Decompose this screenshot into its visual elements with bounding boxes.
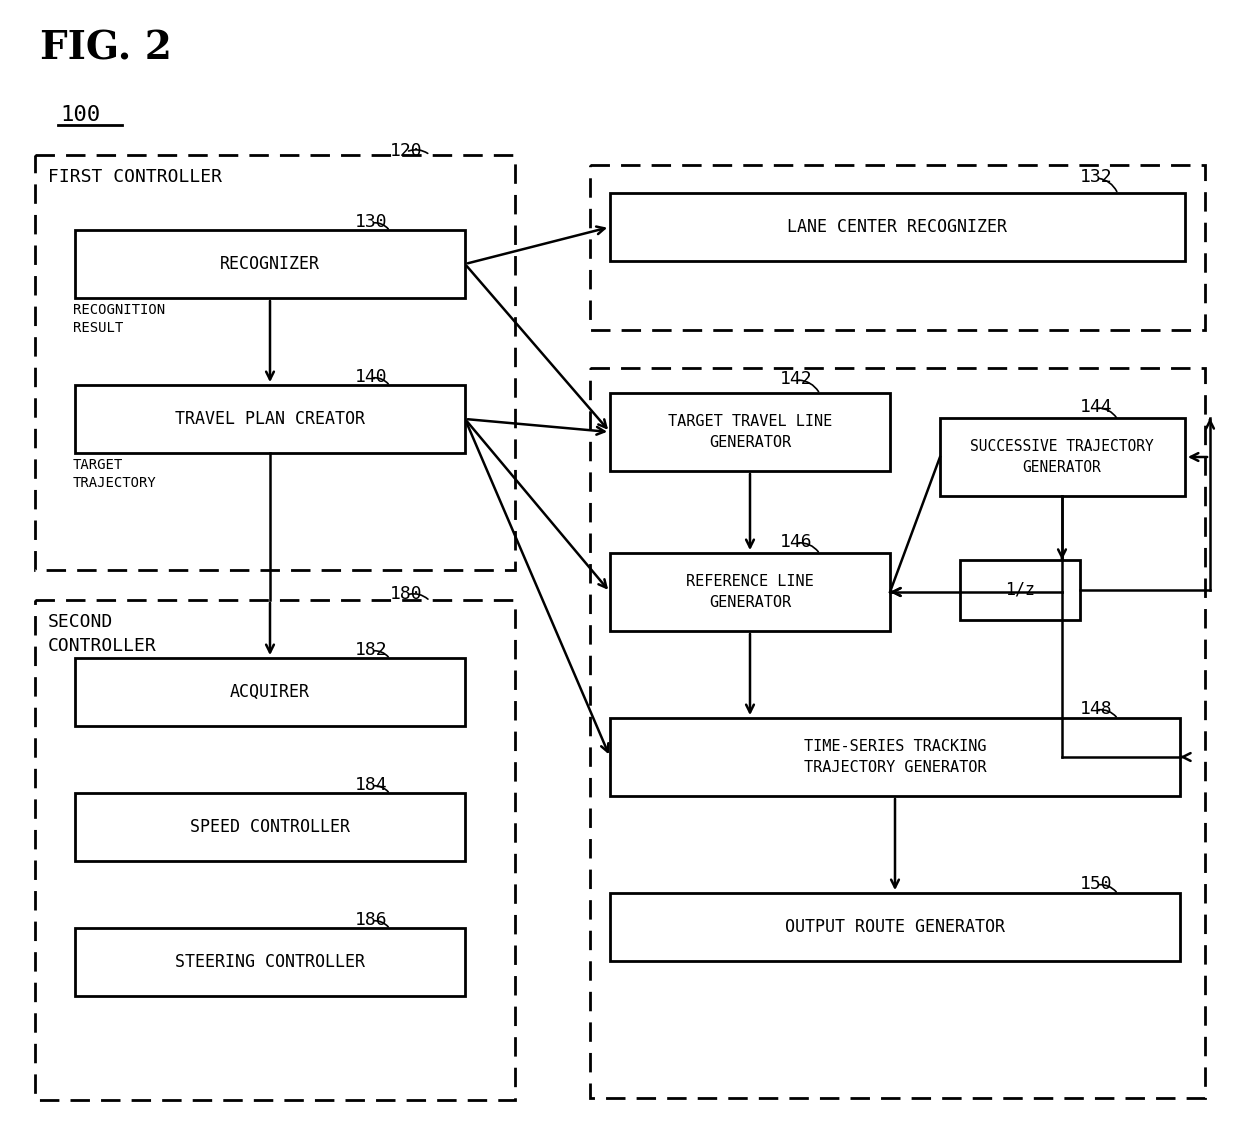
Bar: [940, 418, 1185, 496]
Text: STEERING CONTROLLER: STEERING CONTROLLER: [175, 953, 365, 971]
Text: 148: 148: [1080, 700, 1112, 718]
Text: 100: 100: [60, 105, 100, 125]
Bar: [35, 155, 515, 570]
Bar: [74, 658, 465, 726]
Text: SPEED CONTROLLER: SPEED CONTROLLER: [190, 819, 350, 836]
Text: FIRST CONTROLLER: FIRST CONTROLLER: [48, 168, 222, 186]
Text: ACQUIRER: ACQUIRER: [229, 683, 310, 701]
Text: 146: 146: [780, 534, 812, 551]
Bar: [74, 928, 465, 996]
Text: 182: 182: [355, 641, 388, 659]
Text: 186: 186: [355, 911, 388, 929]
Text: 142: 142: [780, 370, 812, 388]
Text: 132: 132: [1080, 168, 1112, 186]
Text: TRAVEL PLAN CREATOR: TRAVEL PLAN CREATOR: [175, 410, 365, 428]
Text: TIME-SERIES TRACKING
TRAJECTORY GENERATOR: TIME-SERIES TRACKING TRAJECTORY GENERATO…: [804, 739, 986, 775]
Bar: [590, 368, 1205, 1098]
Text: 150: 150: [1080, 876, 1112, 893]
Bar: [610, 553, 890, 632]
Bar: [74, 230, 465, 298]
Text: 180: 180: [391, 585, 423, 603]
Text: 1/z: 1/z: [1004, 581, 1035, 598]
Text: 144: 144: [1080, 398, 1112, 416]
Bar: [590, 165, 1205, 329]
Bar: [74, 793, 465, 861]
Bar: [35, 600, 515, 1100]
Bar: [610, 193, 1185, 261]
Text: FIG. 2: FIG. 2: [40, 30, 172, 68]
Text: RECOGNITION
RESULT: RECOGNITION RESULT: [73, 303, 165, 335]
Text: LANE CENTER RECOGNIZER: LANE CENTER RECOGNIZER: [787, 218, 1007, 236]
Text: OUTPUT ROUTE GENERATOR: OUTPUT ROUTE GENERATOR: [785, 918, 1004, 936]
Text: TARGET
TRAJECTORY: TARGET TRAJECTORY: [73, 458, 156, 490]
Text: 120: 120: [391, 142, 423, 160]
Text: RECOGNIZER: RECOGNIZER: [219, 255, 320, 272]
Bar: [610, 718, 1180, 796]
Text: 140: 140: [355, 368, 388, 386]
Text: SECOND
CONTROLLER: SECOND CONTROLLER: [48, 613, 156, 654]
Bar: [610, 393, 890, 471]
Text: SUCCESSIVE TRAJECTORY
GENERATOR: SUCCESSIVE TRAJECTORY GENERATOR: [970, 439, 1154, 475]
Text: 184: 184: [355, 776, 388, 793]
Text: TARGET TRAVEL LINE
GENERATOR: TARGET TRAVEL LINE GENERATOR: [668, 414, 832, 450]
Text: REFERENCE LINE
GENERATOR: REFERENCE LINE GENERATOR: [686, 575, 813, 610]
Bar: [610, 893, 1180, 961]
Bar: [960, 560, 1080, 620]
Bar: [74, 385, 465, 453]
Text: 130: 130: [355, 213, 388, 231]
